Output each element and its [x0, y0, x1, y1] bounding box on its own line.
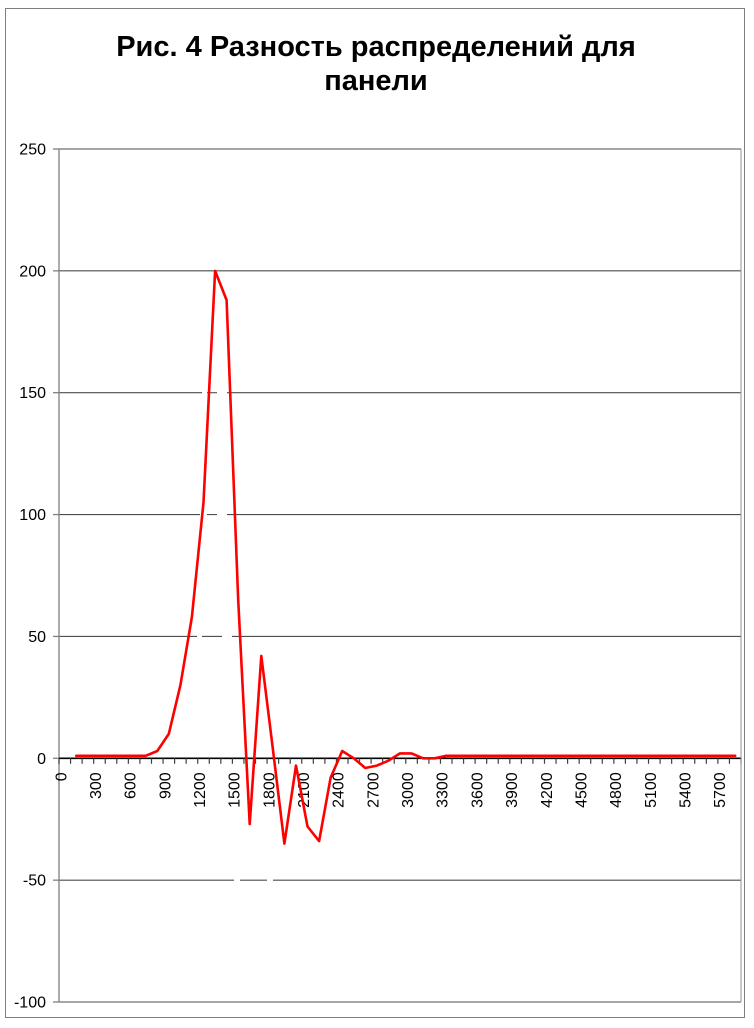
x-axis-label: 2700: [365, 772, 382, 808]
x-axis-label: 1500: [227, 772, 244, 808]
y-axis-label: 150: [19, 385, 46, 402]
x-axis-label: 2100: [296, 772, 313, 808]
y-axis-label: -50: [23, 873, 46, 890]
x-axis-label: 4200: [539, 772, 556, 808]
y-axis-label: 50: [28, 629, 46, 646]
y-axis-label: 250: [19, 142, 46, 159]
x-axis-label: 3600: [469, 772, 486, 808]
y-axis-label: 0: [37, 751, 46, 768]
x-axis-label: 4800: [608, 772, 625, 808]
x-axis-label: 1800: [261, 772, 278, 808]
x-axis-label: 600: [123, 772, 140, 799]
y-axis-label: -100: [14, 995, 46, 1012]
x-axis-label: 1200: [192, 772, 209, 808]
x-axis-label: 900: [157, 772, 174, 799]
x-axis-label: 3900: [504, 772, 521, 808]
x-axis-label: 0: [53, 772, 70, 781]
chart-title-line2: панели: [324, 65, 428, 97]
x-axis-label: 2400: [331, 772, 348, 808]
chart-border: [5, 8, 745, 1018]
x-axis-label: 5700: [712, 772, 729, 808]
x-axis-label: 300: [88, 772, 105, 799]
x-axis-label: 3000: [400, 772, 417, 808]
chart-title-line1: Рис. 4 Разность распределений для: [116, 31, 636, 63]
x-axis-label: 5100: [643, 772, 660, 808]
y-axis-label: 100: [19, 507, 46, 524]
y-axis-label: 200: [19, 263, 46, 280]
data-series-line: [75, 269, 737, 845]
x-axis-label: 4500: [573, 772, 590, 808]
chart-title: Рис. 4 Разность распределений для панели: [5, 30, 747, 98]
x-axis-label: 5400: [677, 772, 694, 808]
x-axis-label: 3300: [435, 772, 452, 808]
